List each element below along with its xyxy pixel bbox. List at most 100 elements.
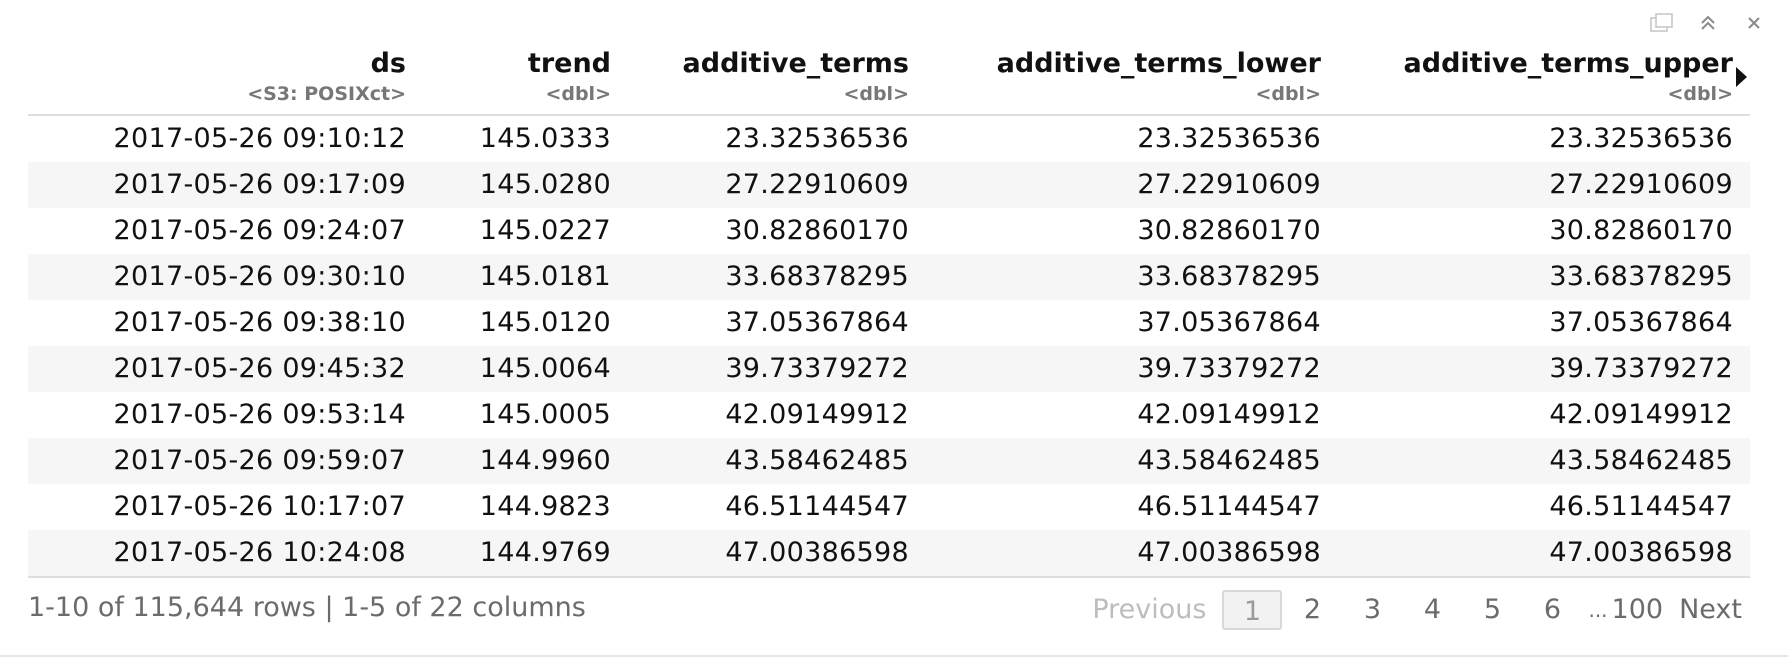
column-header-additive-terms-lower[interactable]: additive_terms_lower <dbl> bbox=[909, 38, 1321, 116]
table-row: 2017-05-26 09:38:10 145.0120 37.05367864 37… bbox=[28, 300, 1750, 346]
column-name: additive_terms_upper bbox=[1403, 48, 1733, 79]
table-cell-additive-terms-upper: 39.73379272 bbox=[1321, 346, 1733, 392]
table-row: 2017-05-26 09:17:09 145.0280 27.22910609 27… bbox=[28, 162, 1750, 208]
table-cell-additive-terms: 46.51144547 bbox=[725, 491, 909, 522]
column-header-additive-terms[interactable]: additive_terms <dbl> bbox=[611, 38, 909, 116]
table-cell-trend: 145.0333 bbox=[479, 123, 611, 154]
pagination: Previous 1 2 3 4 5 6 ... 100 Next bbox=[1092, 590, 1742, 630]
table-cell-additive-terms-upper: 27.22910609 bbox=[1321, 162, 1733, 208]
table-summary: 1-10 of 115,644 rows | 1-5 of 22 columns bbox=[28, 592, 586, 623]
collapse-up-icon[interactable] bbox=[1696, 12, 1720, 34]
table-cell-additive-terms: 33.68378295 bbox=[611, 254, 909, 300]
table-cell-additive-terms: 42.09149912 bbox=[725, 399, 909, 430]
column-header-ds[interactable]: ds <S3: POSIXct> bbox=[28, 38, 406, 116]
table-cell-additive-terms: 43.58462485 bbox=[611, 438, 909, 484]
table-cell-ds: 2017-05-26 10:17:07 bbox=[113, 491, 406, 522]
table-cell-ds: 2017-05-26 10:24:08 bbox=[28, 530, 406, 578]
column-type: <dbl> bbox=[545, 83, 611, 105]
table-cell-additive-terms: 47.00386598 bbox=[611, 530, 909, 578]
table-cell-ds: 2017-05-26 09:45:32 bbox=[28, 346, 406, 392]
column-name: additive_terms_lower bbox=[996, 48, 1321, 79]
table-row: 2017-05-26 09:30:10 145.0181 33.68378295 33… bbox=[28, 254, 1750, 300]
previous-page-button[interactable]: Previous bbox=[1092, 594, 1207, 625]
pagination-ellipsis: ... bbox=[1588, 598, 1608, 622]
table-cell-additive-terms-lower: 30.82860170 bbox=[1137, 215, 1321, 246]
table-cell-additive-terms: 30.82860170 bbox=[725, 215, 909, 246]
close-icon[interactable] bbox=[1742, 12, 1766, 34]
table-cell-additive-terms-lower: 23.32536536 bbox=[1137, 123, 1321, 154]
table-cell-additive-terms: 37.05367864 bbox=[725, 307, 909, 338]
popout-icon[interactable] bbox=[1650, 12, 1674, 34]
table-cell-additive-terms-lower: 37.05367864 bbox=[1137, 307, 1321, 338]
table-row: 2017-05-26 10:24:08 144.9769 47.00386598 47… bbox=[28, 530, 1750, 578]
column-type: <dbl> bbox=[1255, 83, 1321, 105]
table-cell-ds: 2017-05-26 09:30:10 bbox=[28, 254, 406, 300]
table-cell-trend: 145.0181 bbox=[406, 254, 611, 300]
column-header-additive-terms-upper[interactable]: additive_terms_upper <dbl> bbox=[1321, 38, 1733, 116]
table-cell-ds: 2017-05-26 09:53:14 bbox=[113, 399, 406, 430]
viewer-bottom-border bbox=[0, 655, 1788, 657]
table-cell-trend: 144.9823 bbox=[479, 491, 611, 522]
table-body: 2017-05-26 09:10:12 145.0333 23.32536536 23… bbox=[28, 115, 1750, 578]
row-spacer bbox=[1733, 346, 1750, 392]
table-cell-additive-terms-upper: 43.58462485 bbox=[1321, 438, 1733, 484]
page-button-last[interactable]: 100 bbox=[1611, 594, 1664, 625]
table-cell-additive-terms: 27.22910609 bbox=[611, 162, 909, 208]
table-cell-additive-terms-lower: 43.58462485 bbox=[909, 438, 1321, 484]
table-row: 2017-05-26 09:24:07 145.0227 30.82860170 30… bbox=[28, 208, 1750, 254]
table-cell-additive-terms-lower: 27.22910609 bbox=[909, 162, 1321, 208]
next-columns-arrow-icon[interactable] bbox=[1736, 67, 1747, 87]
table-cell-additive-terms: 39.73379272 bbox=[611, 346, 909, 392]
page-button-2[interactable]: 2 bbox=[1303, 594, 1322, 625]
row-spacer bbox=[1733, 300, 1750, 346]
row-spacer bbox=[1733, 208, 1750, 254]
table-cell-additive-terms-upper: 46.51144547 bbox=[1549, 491, 1733, 522]
row-spacer bbox=[1733, 392, 1750, 438]
table-cell-additive-terms-lower: 46.51144547 bbox=[1137, 491, 1321, 522]
table-row: 2017-05-26 10:17:07 144.9823 46.51144547 46… bbox=[28, 484, 1750, 530]
table-cell-ds: 2017-05-26 09:38:10 bbox=[113, 307, 406, 338]
column-name: trend bbox=[527, 48, 611, 79]
table-cell-additive-terms-lower: 33.68378295 bbox=[909, 254, 1321, 300]
column-type: <dbl> bbox=[843, 83, 909, 105]
page-button-6[interactable]: 6 bbox=[1543, 594, 1562, 625]
data-table-container: ds <S3: POSIXct> trend <dbl> additive_te… bbox=[28, 38, 1750, 578]
table-cell-additive-terms-lower: 39.73379272 bbox=[909, 346, 1321, 392]
table-cell-additive-terms-lower: 42.09149912 bbox=[1137, 399, 1321, 430]
page-button-1[interactable]: 1 bbox=[1222, 590, 1283, 630]
column-name: ds bbox=[370, 48, 406, 79]
row-spacer bbox=[1733, 438, 1750, 484]
row-spacer bbox=[1733, 484, 1750, 530]
table-cell-trend: 145.0227 bbox=[479, 215, 611, 246]
table-cell-trend: 145.0120 bbox=[479, 307, 611, 338]
table-row: 2017-05-26 09:59:07 144.9960 43.58462485 43… bbox=[28, 438, 1750, 484]
next-columns-cell bbox=[1733, 38, 1750, 116]
table-cell-trend: 145.0280 bbox=[406, 162, 611, 208]
page-button-5[interactable]: 5 bbox=[1483, 594, 1502, 625]
viewer-toolbar bbox=[1650, 12, 1766, 34]
table-cell-trend: 144.9960 bbox=[406, 438, 611, 484]
table-cell-additive-terms-upper: 30.82860170 bbox=[1549, 215, 1733, 246]
data-table: ds <S3: POSIXct> trend <dbl> additive_te… bbox=[28, 38, 1750, 578]
table-cell-ds: 2017-05-26 09:10:12 bbox=[113, 123, 406, 154]
table-row: 2017-05-26 09:45:32 145.0064 39.73379272 39… bbox=[28, 346, 1750, 392]
row-spacer bbox=[1733, 530, 1750, 578]
next-page-button[interactable]: Next bbox=[1679, 594, 1742, 625]
table-cell-trend: 145.0005 bbox=[479, 399, 611, 430]
table-cell-ds: 2017-05-26 09:24:07 bbox=[113, 215, 406, 246]
column-type: <S3: POSIXct> bbox=[247, 83, 406, 105]
row-spacer bbox=[1733, 115, 1750, 162]
page-button-4[interactable]: 4 bbox=[1423, 594, 1442, 625]
table-header-row: ds <S3: POSIXct> trend <dbl> additive_te… bbox=[28, 38, 1750, 116]
table-row: 2017-05-26 09:53:14 145.0005 42.09149912 42… bbox=[28, 392, 1750, 438]
table-cell-additive-terms-upper: 37.05367864 bbox=[1549, 307, 1733, 338]
page-button-3[interactable]: 3 bbox=[1363, 594, 1382, 625]
table-cell-additive-terms-upper: 47.00386598 bbox=[1321, 530, 1733, 578]
row-spacer bbox=[1733, 162, 1750, 208]
table-cell-trend: 144.9769 bbox=[406, 530, 611, 578]
table-row: 2017-05-26 09:10:12 145.0333 23.32536536 23… bbox=[28, 115, 1750, 162]
table-cell-additive-terms-upper: 23.32536536 bbox=[1549, 123, 1733, 154]
table-cell-ds: 2017-05-26 09:17:09 bbox=[28, 162, 406, 208]
column-header-trend[interactable]: trend <dbl> bbox=[406, 38, 611, 116]
table-cell-ds: 2017-05-26 09:59:07 bbox=[28, 438, 406, 484]
